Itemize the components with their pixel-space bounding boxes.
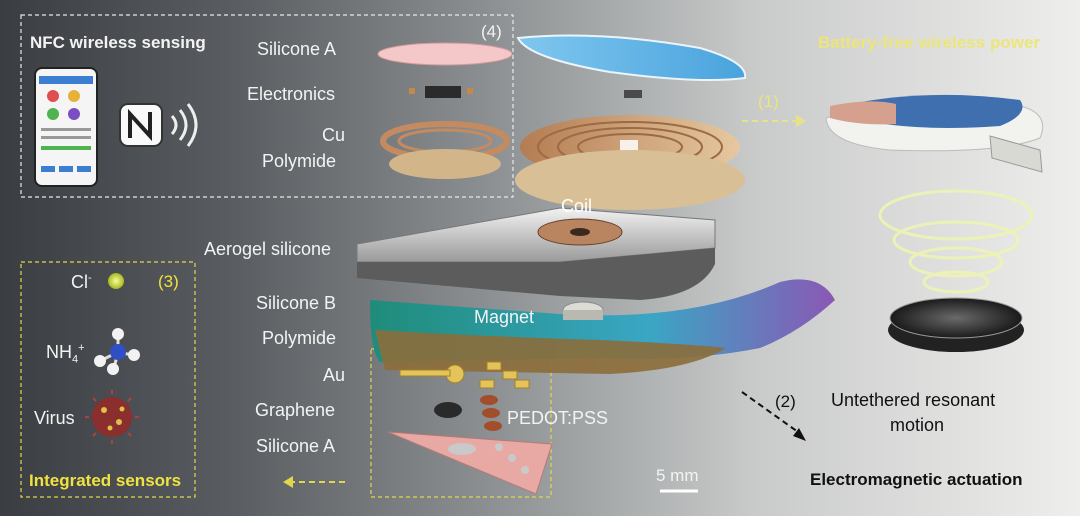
- ammonium-molecule-icon: [94, 328, 140, 375]
- label-electronics: Electronics: [247, 84, 336, 104]
- silicone-a-bottom-layer: [387, 431, 553, 495]
- pedot-pss-pads: [480, 395, 502, 431]
- chloride-ion-icon: [108, 273, 124, 289]
- actuation-line-1: Untethered resonant: [831, 390, 996, 410]
- polymide-lower-layer: [375, 330, 726, 374]
- silicone-a-large-layer: [516, 34, 747, 81]
- arrow-to-power-icon: [742, 115, 806, 127]
- nfc-panel-title: NFC wireless sensing: [30, 33, 206, 52]
- label-silicone-a-bottom: Silicone A: [256, 436, 336, 456]
- arrow-to-sensors-icon: [283, 476, 345, 488]
- virus-icon: [85, 390, 139, 444]
- label-chloride: Cl-: [71, 272, 92, 292]
- label-ammonium: NH4+: [46, 342, 85, 366]
- graphene-disk: [434, 402, 462, 418]
- label-magnet: Magnet: [474, 307, 535, 327]
- electronics-large-chip: [624, 90, 642, 98]
- actuation-title: Electromagnetic actuation: [810, 470, 1023, 489]
- nfc-logo-icon: [119, 103, 163, 147]
- wireless-signal-icon: [170, 103, 198, 147]
- electronics-small-layer: [409, 86, 473, 98]
- label-virus: Virus: [34, 408, 75, 428]
- label-silicone-b: Silicone B: [256, 293, 337, 313]
- arrow-to-actuation-icon: [741, 391, 806, 441]
- label-pedot-pss: PEDOT:PSS: [507, 408, 609, 428]
- label-graphene: Graphene: [255, 400, 336, 420]
- power-title: Battery-free wireless power: [818, 33, 1041, 52]
- label-polymide-top: Polymide: [262, 151, 337, 171]
- wireless-power-device: [825, 94, 1044, 173]
- sensors-panel-number: (3): [158, 272, 179, 291]
- nfc-panel-frame: [20, 14, 514, 198]
- au-electrodes: [399, 361, 530, 389]
- label-cu: Cu: [322, 125, 346, 145]
- nfc-panel-number: (4): [481, 22, 502, 41]
- polymide-large-layer: [515, 150, 745, 210]
- phone-app-icon: [34, 67, 98, 187]
- power-number: (1): [758, 92, 779, 111]
- actuation-number: (2): [775, 392, 796, 411]
- label-aerogel-silicone: Aerogel silicone: [204, 239, 332, 259]
- scale-label: 5 mm: [656, 466, 699, 485]
- polymide-small-layer: [389, 149, 501, 179]
- sensors-panel-frame: [20, 261, 196, 498]
- label-polymide-bottom: Polymide: [262, 328, 337, 348]
- label-silicone-a-top: Silicone A: [257, 39, 337, 59]
- sensor-layers-frame: [370, 348, 552, 498]
- actuation-line-2: motion: [890, 415, 945, 435]
- charging-pad-icon: [888, 297, 1024, 352]
- magnetic-field-rings: [878, 189, 1034, 294]
- sensors-panel-title: Integrated sensors: [29, 471, 182, 490]
- label-au: Au: [323, 365, 346, 385]
- silicone-a-small-layer: [377, 42, 513, 66]
- label-coil: Coil: [561, 196, 593, 216]
